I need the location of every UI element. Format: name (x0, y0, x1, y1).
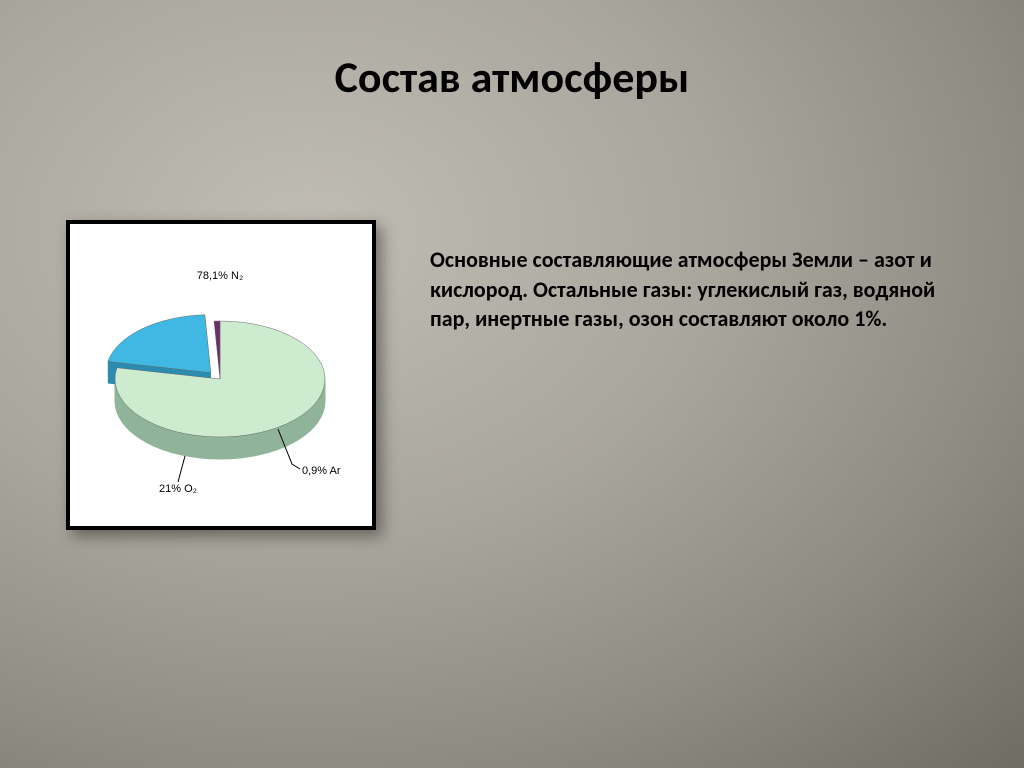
slice-label-N2: 78,1% N₂ (197, 270, 243, 282)
pie-chart: 78,1% N₂ 21% O₂ 0,9% Ar (70, 224, 370, 524)
slice-label-O2: 21% O₂ (159, 483, 197, 495)
page-title: Состав атмосферы (0, 50, 1024, 104)
slice-label-Ar: 0,9% Ar (302, 465, 341, 477)
body-text: Основные составляющие атмосферы Земли – … (430, 245, 940, 334)
pie-chart-box: 78,1% N₂ 21% O₂ 0,9% Ar (66, 220, 376, 530)
